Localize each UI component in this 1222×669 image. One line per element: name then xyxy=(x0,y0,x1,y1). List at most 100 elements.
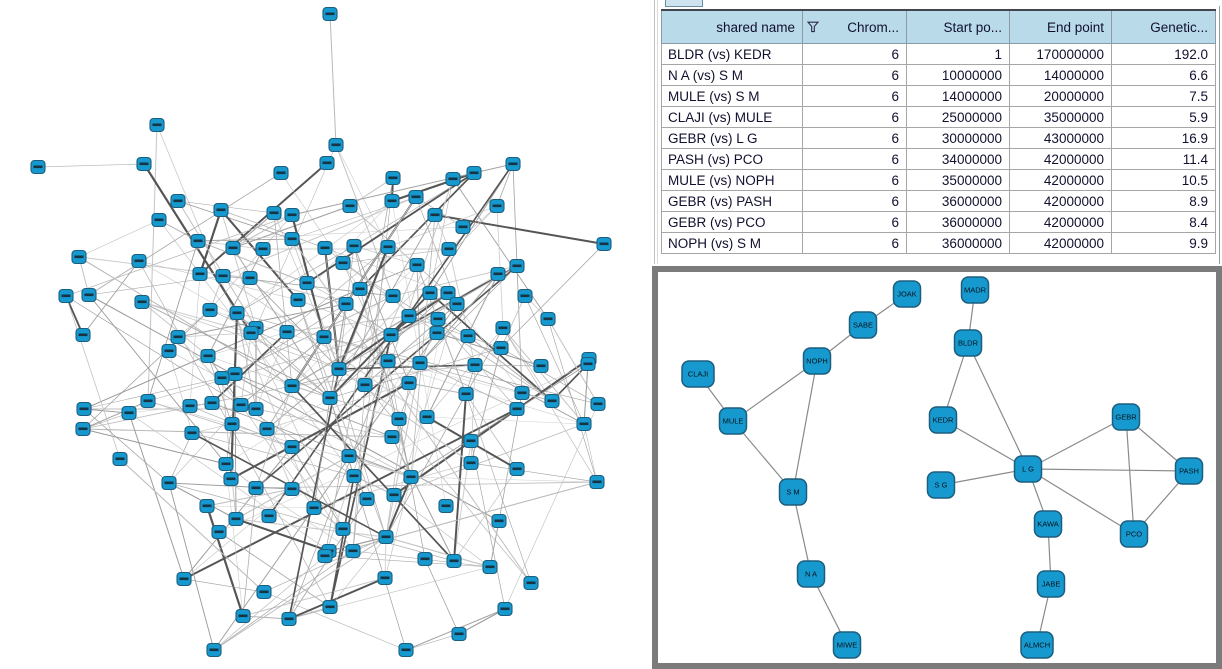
network-node[interactable] xyxy=(509,258,525,274)
network-node[interactable] xyxy=(509,461,525,477)
table-cell[interactable]: GEBR (vs) PASH xyxy=(661,190,803,212)
network-edge[interactable] xyxy=(235,518,387,538)
network-node[interactable] xyxy=(149,117,165,133)
network-node[interactable] xyxy=(218,456,234,472)
network-node[interactable] xyxy=(341,448,357,464)
network-edge[interactable] xyxy=(249,277,347,305)
network-node[interactable] xyxy=(170,193,186,209)
network-edge[interactable] xyxy=(504,403,599,610)
network-node[interactable] xyxy=(58,288,74,304)
network-node[interactable] xyxy=(509,401,525,417)
network-edge[interactable] xyxy=(385,476,412,538)
network-edge[interactable] xyxy=(364,246,389,386)
network-node[interactable] xyxy=(540,311,556,327)
network-edge[interactable] xyxy=(547,318,599,405)
table-cell[interactable]: 6.6 xyxy=(1111,64,1216,86)
network-edge[interactable] xyxy=(324,247,449,294)
network-node[interactable]: JOAK xyxy=(892,280,922,308)
table-cell[interactable]: 43000000 xyxy=(1009,127,1112,149)
network-edge[interactable] xyxy=(263,536,387,593)
network-node[interactable] xyxy=(235,608,251,624)
network-node[interactable] xyxy=(161,343,177,359)
network-edge[interactable] xyxy=(524,295,585,425)
network-node[interactable] xyxy=(71,249,87,265)
network-edge[interactable] xyxy=(329,347,502,399)
table-cell[interactable]: CLAJI (vs) MULE xyxy=(661,106,803,128)
network-edge[interactable] xyxy=(792,360,818,493)
network-node[interactable] xyxy=(438,498,454,514)
network-edge[interactable] xyxy=(453,393,467,562)
table-cell[interactable]: 42000000 xyxy=(1009,211,1112,233)
table-cell[interactable]: 16.9 xyxy=(1111,127,1216,149)
network-edge[interactable] xyxy=(242,487,257,617)
table-cell[interactable]: 36000000 xyxy=(906,211,1010,233)
network-node[interactable] xyxy=(192,266,208,282)
network-node[interactable] xyxy=(352,281,368,297)
network-node[interactable] xyxy=(322,599,338,615)
network-edge[interactable] xyxy=(419,265,518,364)
network-node[interactable] xyxy=(417,551,433,567)
network-node[interactable] xyxy=(458,386,474,402)
column-header[interactable]: Start po... xyxy=(906,9,1010,44)
network-edge[interactable] xyxy=(147,400,293,448)
network-node[interactable] xyxy=(75,421,91,437)
network-edge[interactable] xyxy=(222,196,417,277)
network-node[interactable] xyxy=(385,288,401,304)
network-edge[interactable] xyxy=(211,402,412,478)
network-node[interactable] xyxy=(412,355,428,371)
network-edge[interactable] xyxy=(168,482,215,651)
network-node[interactable] xyxy=(243,325,259,341)
network-edge[interactable] xyxy=(213,550,354,651)
network-node[interactable]: NOPH xyxy=(802,347,832,375)
table-cell[interactable]: 6 xyxy=(802,43,907,65)
network-node[interactable] xyxy=(316,329,332,345)
network-edge[interactable] xyxy=(198,209,223,275)
network-edge[interactable] xyxy=(206,505,315,509)
network-edge[interactable] xyxy=(141,301,252,334)
network-node[interactable] xyxy=(489,198,505,214)
network-node[interactable] xyxy=(408,189,424,205)
network-node[interactable] xyxy=(401,375,417,391)
network-edge[interactable] xyxy=(410,363,589,478)
network-node[interactable] xyxy=(346,238,362,254)
network-edge[interactable] xyxy=(500,243,605,349)
network-edge[interactable] xyxy=(448,205,498,250)
network-node[interactable] xyxy=(279,324,295,340)
network-edge[interactable] xyxy=(291,264,418,387)
network-edge[interactable] xyxy=(183,488,293,580)
network-node[interactable]: KEDR xyxy=(928,406,958,434)
network-edge[interactable] xyxy=(147,400,412,478)
network-edge[interactable] xyxy=(329,214,436,399)
network-node[interactable] xyxy=(284,481,300,497)
network-node[interactable] xyxy=(463,433,479,449)
network-node[interactable] xyxy=(429,325,445,341)
network-node[interactable] xyxy=(460,328,476,344)
table-panel-tab[interactable] xyxy=(665,0,703,7)
network-edge[interactable] xyxy=(147,240,199,402)
network-edge[interactable] xyxy=(207,355,331,399)
network-edge[interactable] xyxy=(502,327,585,425)
network-node[interactable] xyxy=(121,405,137,421)
table-cell[interactable]: 170000000 xyxy=(1009,43,1112,65)
network-node[interactable] xyxy=(223,471,239,487)
network-edge[interactable] xyxy=(291,446,344,530)
network-node[interactable] xyxy=(427,207,443,223)
network-node[interactable] xyxy=(335,521,351,537)
network-node[interactable] xyxy=(273,165,289,181)
network-edge[interactable] xyxy=(391,171,475,203)
table-row[interactable]: MULE (vs) S M 6 14000000 20000000 7.5 xyxy=(661,85,1216,107)
network-edge[interactable] xyxy=(177,336,242,406)
column-header[interactable]: Genetic... xyxy=(1111,9,1216,44)
network-node[interactable] xyxy=(386,487,402,503)
network-edge[interactable] xyxy=(65,295,355,477)
table-cell[interactable]: 30000000 xyxy=(906,127,1010,149)
network-edge[interactable] xyxy=(385,382,410,538)
network-edge[interactable] xyxy=(512,163,523,394)
table-cell[interactable]: 25000000 xyxy=(906,106,1010,128)
network-node[interactable] xyxy=(331,361,347,377)
network-edge[interactable] xyxy=(429,178,454,294)
filter-funnel-icon[interactable] xyxy=(807,21,819,33)
network-edge[interactable] xyxy=(65,295,121,460)
network-node[interactable] xyxy=(281,611,297,627)
network-edge[interactable] xyxy=(232,212,275,249)
